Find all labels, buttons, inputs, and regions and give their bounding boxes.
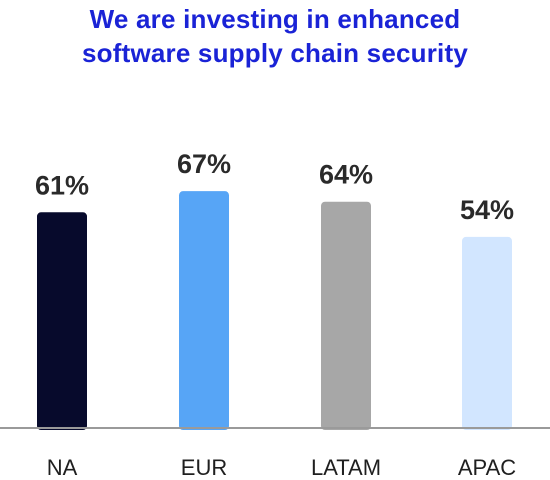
bar-apac <box>462 236 512 430</box>
chart-title: We are investing in enhanced software su… <box>0 2 550 70</box>
value-label-latam: 64% <box>319 160 373 190</box>
value-label-apac: 54% <box>460 195 514 225</box>
category-label-apac: APAC <box>458 455 516 480</box>
bar-eur <box>179 191 229 430</box>
category-labels-group: NA EUR LATAM APAC <box>47 455 517 480</box>
value-labels-group: 61% 67% 64% 54% <box>35 149 514 225</box>
bars-group <box>37 191 512 430</box>
chart-title-line-2: software supply chain security <box>81 38 468 68</box>
bar-na <box>37 212 87 430</box>
category-label-latam: LATAM <box>311 455 381 480</box>
value-label-na: 61% <box>35 170 89 200</box>
bar-latam <box>321 201 371 430</box>
category-label-na: NA <box>47 455 78 480</box>
category-label-eur: EUR <box>181 455 227 480</box>
chart-title-line-1: We are investing in enhanced <box>89 4 461 34</box>
value-label-eur: 67% <box>177 149 231 179</box>
